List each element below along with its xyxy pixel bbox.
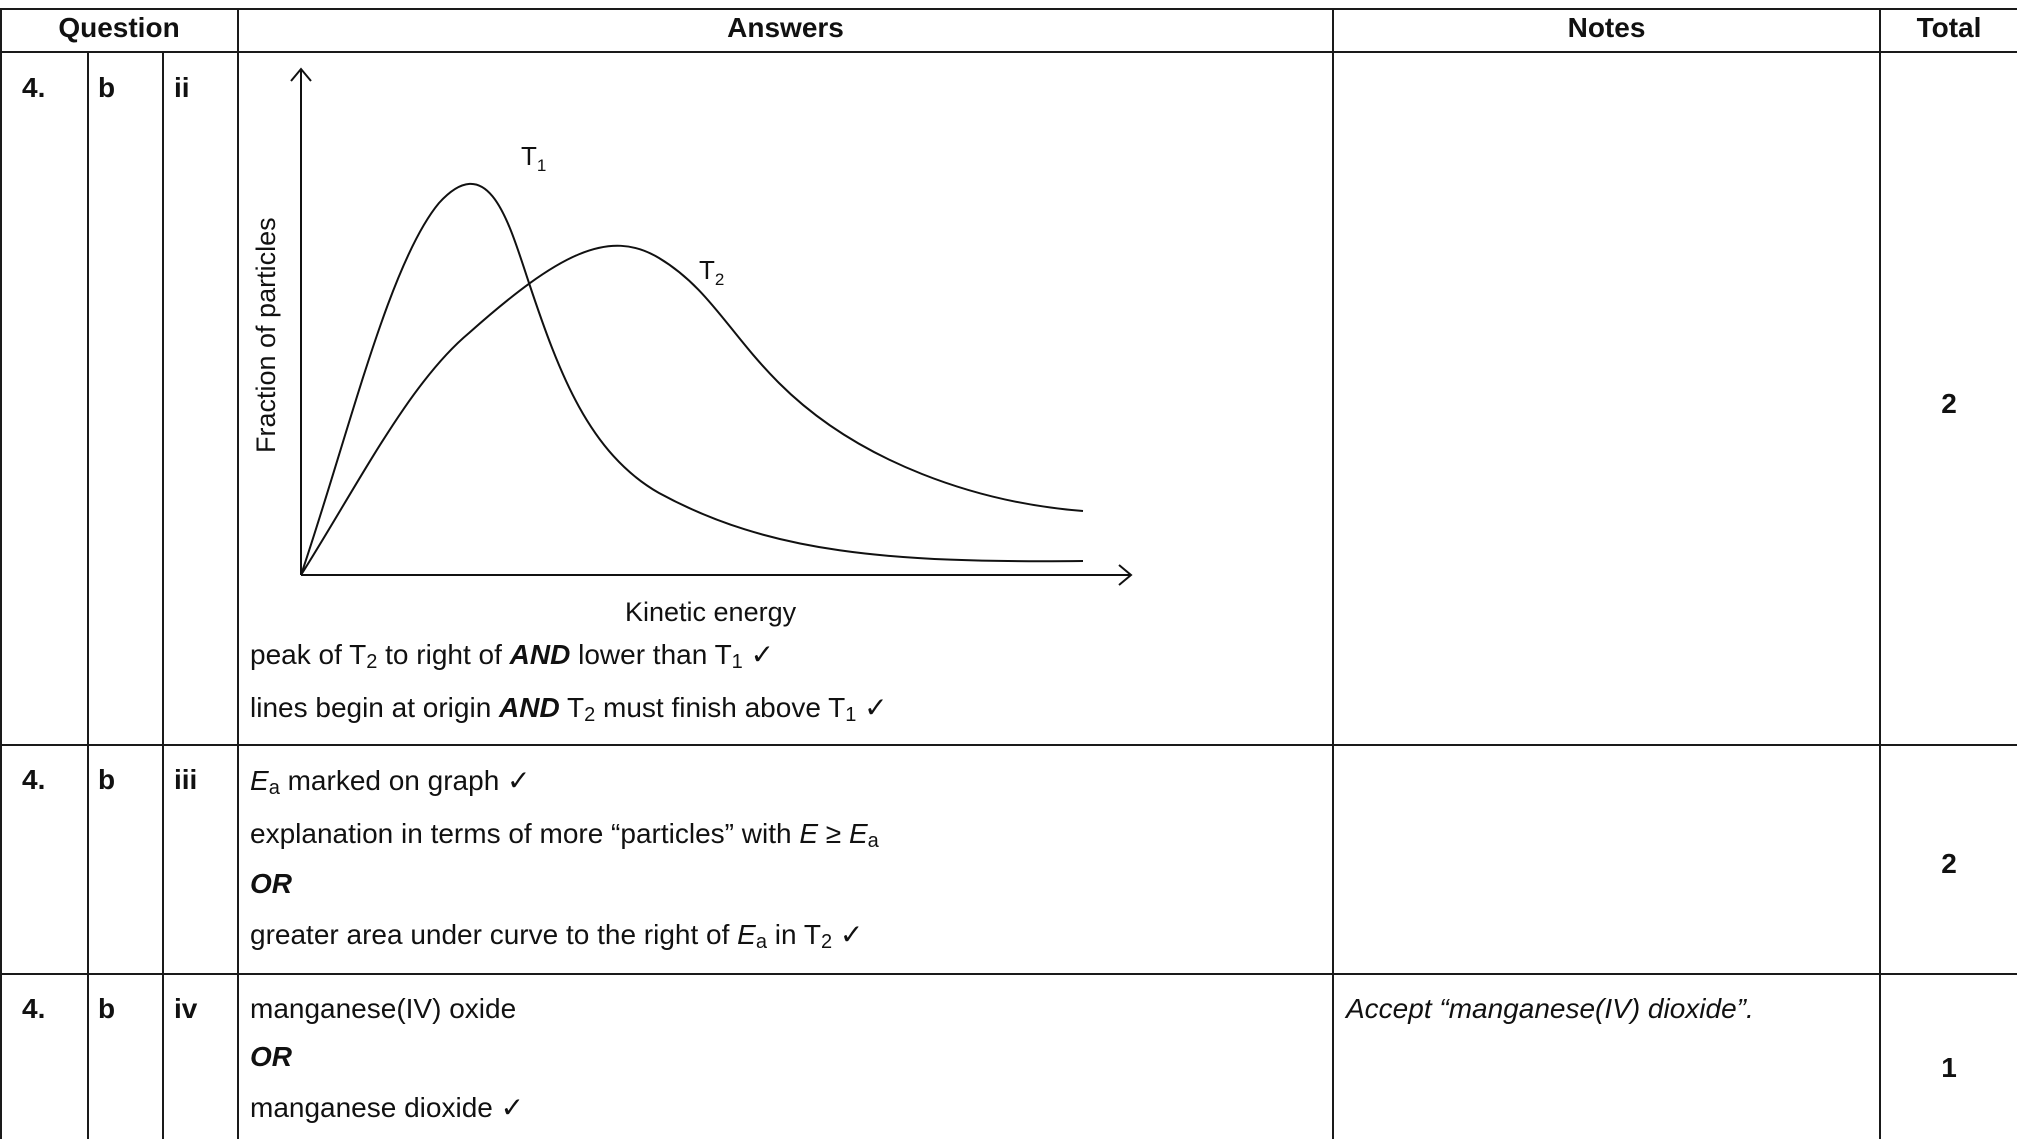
- question-number: 4.: [22, 72, 46, 103]
- question-number: 4.: [22, 764, 46, 795]
- answer-line: manganese(IV) oxide: [250, 993, 517, 1024]
- total-marks: 2: [1941, 388, 1957, 419]
- answer-line: greater area under curve to the right of…: [250, 919, 864, 953]
- question-subpart: iii: [174, 764, 198, 795]
- answer-line: explanation in terms of more “particles”…: [250, 818, 879, 852]
- curve-t1: [300, 182, 1084, 576]
- or-connector: OR: [250, 868, 292, 899]
- curve-t1-label: T1: [521, 141, 546, 175]
- y-axis-label: Fraction of particles: [251, 217, 281, 453]
- question-subpart: iv: [174, 993, 198, 1024]
- header-notes: Notes: [1567, 12, 1646, 43]
- answer-line: manganese dioxide ✓: [250, 1092, 525, 1123]
- col-divider: [87, 51, 89, 1139]
- question-subpart: ii: [174, 72, 190, 103]
- answer-line: Ea marked on graph ✓: [250, 765, 531, 799]
- col-divider: [237, 8, 239, 1139]
- row-divider: [0, 744, 2017, 746]
- col-divider: [1879, 8, 1881, 1139]
- question-part: b: [98, 72, 116, 103]
- total-marks: 2: [1941, 848, 1957, 879]
- row-divider: [0, 973, 2017, 975]
- maxwell-boltzmann-graph: T1 T2 Kinetic energy Fraction of particl…: [251, 67, 1133, 627]
- col-divider: [0, 8, 2, 1139]
- curve-t2-label: T2: [699, 255, 724, 289]
- x-axis-arrowhead: [1118, 564, 1133, 586]
- question-part: b: [98, 764, 116, 795]
- x-axis-label: Kinetic energy: [625, 597, 797, 627]
- notes-cell: Accept “manganese(IV) dioxide”.: [1346, 993, 1754, 1024]
- y-axis-arrowhead: [290, 67, 312, 82]
- answer-line: lines begin at origin AND T2 must finish…: [250, 692, 888, 726]
- header-total: Total: [1916, 12, 1982, 43]
- col-divider: [1332, 8, 1334, 1139]
- table-top-border: [0, 8, 2017, 10]
- question-part: b: [98, 993, 116, 1024]
- header-answers: Answers: [727, 12, 844, 43]
- header-bottom-border: [0, 51, 2017, 53]
- header-question: Question: [58, 12, 180, 43]
- total-marks: 1: [1941, 1052, 1957, 1083]
- curve-t2: [300, 244, 1084, 576]
- or-connector: OR: [250, 1041, 292, 1072]
- answer-line: peak of T2 to right of AND lower than T1…: [250, 639, 775, 673]
- col-divider: [162, 51, 164, 1139]
- question-number: 4.: [22, 993, 46, 1024]
